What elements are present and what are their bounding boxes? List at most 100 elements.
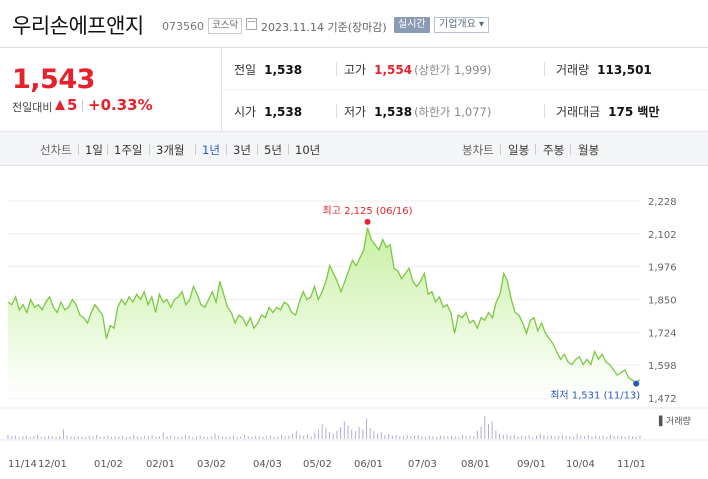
volume-bar (561, 434, 563, 439)
volume-bar (484, 416, 486, 439)
x-tick-label: 03/02 (197, 459, 226, 470)
volume-bar (425, 436, 427, 439)
volume-bar (458, 436, 460, 439)
volume-bar (33, 436, 35, 439)
volume-bar (303, 435, 305, 439)
volume-bar (336, 430, 338, 439)
stat-value: 1,554 (374, 63, 413, 77)
volume-bar (447, 436, 449, 439)
volume-bar (177, 436, 179, 439)
volume-bar (369, 428, 371, 439)
stat-value: 1,538 (374, 105, 413, 119)
volume-bar (491, 421, 493, 439)
volume-bar (532, 436, 534, 439)
price-area-fill (8, 227, 640, 398)
volume-bar (25, 435, 27, 439)
stat-value: 175 백만 (608, 105, 660, 119)
period-divider (535, 144, 536, 155)
volume-bar (277, 436, 279, 439)
volume-bar (580, 435, 582, 439)
volume-bar (502, 434, 504, 439)
volume-bar (521, 435, 523, 439)
volume-bar (77, 436, 79, 439)
volume-bar (214, 433, 216, 439)
volume-bar (140, 436, 142, 439)
calendar-icon (246, 18, 257, 30)
volume-bar (621, 436, 623, 439)
volume-bar (635, 436, 637, 439)
volume-bar (266, 436, 268, 439)
volume-bar (399, 436, 401, 439)
candle-monthly[interactable]: 월봉 (578, 143, 600, 157)
up-arrow-icon (55, 100, 65, 110)
volume-bar (591, 436, 593, 439)
x-tick-label: 08/01 (461, 459, 490, 470)
volume-bar (244, 434, 246, 439)
volume-bar (103, 436, 105, 439)
period-1y[interactable]: 1년 (202, 143, 220, 157)
period-divider (500, 144, 501, 155)
volume-bar (284, 436, 286, 439)
candle-weekly[interactable]: 주봉 (543, 143, 565, 157)
volume-bar (443, 436, 445, 439)
realtime-button[interactable]: 실시간 (394, 17, 430, 33)
stat-label: 거래량 (556, 63, 590, 77)
volume-bar (576, 433, 578, 439)
period-1d[interactable]: 1일 (85, 143, 103, 157)
y-tick-label: 2,102 (648, 230, 677, 241)
volume-bar (236, 436, 238, 439)
volume-bar (92, 436, 94, 439)
volume-bar (388, 434, 390, 439)
period-5y[interactable]: 5년 (264, 143, 282, 157)
volume-bar (251, 436, 253, 439)
volume-bar (587, 434, 589, 439)
high-annotation: 최고 2,125 (06/16) (323, 205, 413, 217)
y-tick-label: 1,724 (648, 328, 677, 339)
volume-bar (377, 433, 379, 439)
volume-bar (358, 426, 360, 439)
stat-volume: 거래량 113,501 (556, 61, 652, 78)
period-3m[interactable]: 3개월 (156, 143, 185, 157)
stat-amount: 거래대금 175 백만 (556, 103, 659, 120)
period-3y[interactable]: 3년 (233, 143, 251, 157)
period-10y[interactable]: 10년 (295, 143, 321, 157)
volume-bar (362, 429, 364, 439)
volume-bar (37, 434, 39, 439)
market-badge: 코스닥 (208, 18, 243, 34)
volume-bar (351, 429, 353, 439)
volume-bar (414, 435, 416, 439)
price-box: 1,543 전일대비 5 +0.33% (0, 48, 222, 132)
volume-bar (225, 436, 227, 439)
volume-bar (229, 436, 231, 439)
volume-bar (166, 436, 168, 439)
volume-bar (499, 433, 501, 439)
volume-bar (340, 426, 342, 439)
volume-bar (628, 435, 630, 439)
volume-bar (624, 436, 626, 439)
volume-bar (122, 435, 124, 439)
volume-bar (417, 434, 419, 439)
stat-label: 고가 (344, 63, 367, 77)
line-chart-label: 선차트 (40, 143, 72, 157)
company-overview-dropdown[interactable]: 기업개요 ▾ (434, 17, 489, 33)
volume-bar (136, 436, 138, 439)
stat-value: 1,538 (264, 105, 303, 119)
period-divider (78, 144, 79, 155)
stat-label: 전일 (234, 63, 257, 77)
period-divider (288, 144, 289, 155)
price-chart[interactable]: 2,228 2,102 1,976 1,850 1,724 1,598 1,472 최고 2,… (0, 166, 708, 479)
volume-bar (184, 434, 186, 439)
volume-bar (432, 436, 434, 439)
candle-daily[interactable]: 일봉 (508, 143, 530, 157)
volume-bar (347, 425, 349, 439)
volume-bar (70, 436, 72, 439)
low-marker (633, 380, 640, 387)
volume-bar (306, 434, 308, 439)
volume-bar (110, 436, 112, 439)
volume-bar (162, 432, 164, 439)
stat-label: 저가 (344, 105, 367, 119)
period-1w[interactable]: 1주일 (114, 143, 143, 157)
volume-bar (81, 436, 83, 439)
volume-bar (584, 436, 586, 439)
volume-bar (14, 435, 16, 439)
